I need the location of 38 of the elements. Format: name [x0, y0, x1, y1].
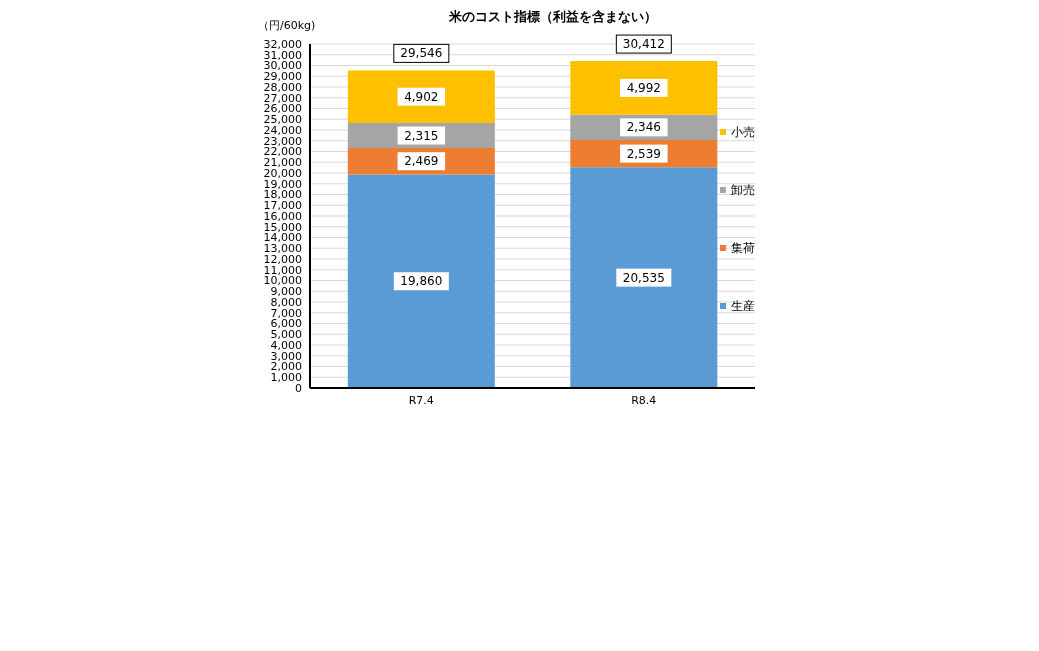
y-tick-label: 3,000: [270, 349, 302, 363]
data-label: 4,902: [404, 89, 439, 104]
y-tick-label: 10,000: [263, 274, 302, 288]
y-tick-label: 27,000: [263, 91, 302, 105]
chart-title: 米のコスト指標（利益を含まない）: [448, 9, 657, 24]
data-label: 2,539: [626, 146, 661, 161]
legend-label: 小売: [731, 123, 755, 141]
data-label: 2,469: [404, 154, 439, 169]
data-label: 2,346: [626, 120, 661, 135]
y-tick-label: 2,000: [270, 360, 302, 374]
y-tick-label: 18,000: [263, 188, 302, 202]
y-tick-label: 32,000: [263, 37, 302, 51]
data-label: 2,315: [404, 128, 439, 143]
y-tick-label: 30,000: [263, 59, 302, 73]
legend-label: 生産: [731, 297, 755, 315]
y-tick-label: 11,000: [263, 263, 302, 277]
y-axis-title: （円/60kg): [258, 18, 316, 33]
data-label: 4,992: [626, 80, 661, 95]
legend-label: 卸売: [731, 181, 755, 199]
x-tick-label: R7.4: [408, 393, 434, 407]
total-label: 29,546: [400, 46, 443, 61]
legend-label: 集荷: [731, 239, 755, 257]
y-tick-label: 14,000: [263, 231, 302, 245]
y-tick-label: 19,000: [263, 177, 302, 191]
y-tick-label: 23,000: [263, 134, 302, 148]
y-tick-label: 31,000: [263, 48, 302, 62]
y-tick-label: 22,000: [263, 145, 302, 159]
data-label: 20,535: [622, 270, 665, 285]
total-label: 30,412: [622, 37, 665, 52]
bar: [570, 167, 718, 388]
bar: [347, 70, 495, 124]
bar: [347, 174, 495, 388]
x-tick-label: R8.4: [631, 393, 657, 407]
y-tick-label: 7,000: [270, 306, 302, 320]
y-tick-label: 26,000: [263, 102, 302, 116]
data-label: 19,860: [400, 274, 443, 289]
y-tick-label: 15,000: [263, 220, 302, 234]
y-tick-label: 6,000: [270, 317, 302, 331]
